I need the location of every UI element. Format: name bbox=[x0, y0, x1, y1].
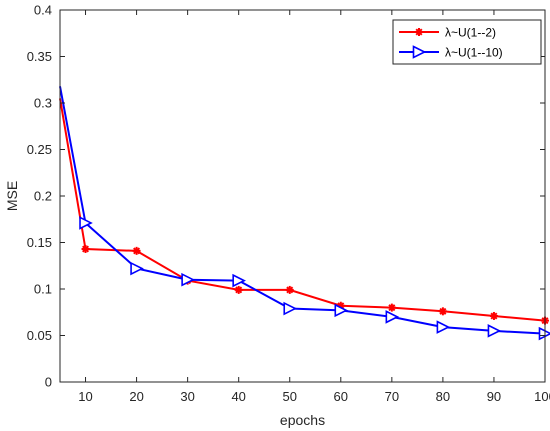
legend-item: λ~U(1--2) bbox=[399, 26, 496, 40]
x-tick-label: 60 bbox=[334, 389, 348, 404]
series-2-point bbox=[130, 261, 144, 276]
legend: λ~U(1--2) λ~U(1--10) bbox=[392, 19, 542, 65]
series-2-point bbox=[283, 301, 298, 316]
x-axis-label: epochs bbox=[280, 412, 325, 428]
x-tick-label: 50 bbox=[283, 389, 297, 404]
series-2-point bbox=[436, 320, 451, 334]
axes-layer: 10 20 30 40 50 60 70 80 90 100 0 0.05 0.1 0.15 0.2 0.25… bbox=[27, 3, 550, 405]
x-tick-label: 30 bbox=[180, 389, 194, 404]
plot-area bbox=[60, 10, 545, 382]
series-1-point bbox=[489, 311, 498, 320]
series-1-point bbox=[132, 246, 141, 255]
x-tick-label: 10 bbox=[78, 389, 92, 404]
x-tick-label: 20 bbox=[129, 389, 143, 404]
series-2-point bbox=[181, 272, 195, 287]
y-axis-label: MSE bbox=[4, 181, 20, 211]
y-tick-label: 0.1 bbox=[34, 282, 52, 297]
series-1-point bbox=[81, 245, 90, 254]
plot-background bbox=[60, 10, 545, 382]
x-tick-label: 100 bbox=[534, 389, 550, 404]
y-tick-label: 0.15 bbox=[27, 235, 52, 250]
series-2-point bbox=[487, 324, 502, 338]
legend-box bbox=[392, 19, 542, 65]
x-tick-label: 40 bbox=[231, 389, 245, 404]
series-2-point bbox=[79, 216, 93, 230]
legend-label: λ~U(1--2) bbox=[445, 26, 496, 40]
legend-label: λ~U(1--10) bbox=[445, 46, 503, 60]
legend-marker bbox=[415, 28, 423, 36]
legend-item: λ~U(1--10) bbox=[399, 45, 503, 60]
series-layer bbox=[59, 86, 550, 341]
y-tick-label: 0 bbox=[45, 375, 52, 390]
y-tick-label: 0.3 bbox=[34, 96, 52, 111]
y-tick-label: 0.05 bbox=[27, 328, 52, 343]
legend-marker bbox=[412, 45, 427, 59]
y-tick-label: 0.35 bbox=[27, 49, 52, 64]
series-1-point bbox=[234, 285, 243, 294]
series-1-point bbox=[285, 285, 294, 294]
y-tick-label: 0.25 bbox=[27, 142, 52, 157]
y-tick-label: 0.4 bbox=[34, 3, 52, 18]
series-2-point bbox=[232, 273, 246, 288]
series-2-point bbox=[334, 303, 349, 318]
series-2-point bbox=[385, 310, 400, 324]
x-tick-label: 90 bbox=[487, 389, 501, 404]
series-1-point bbox=[387, 303, 396, 312]
x-tick-label: 70 bbox=[385, 389, 399, 404]
series-1-point bbox=[438, 307, 447, 316]
y-tick-label: 0.2 bbox=[34, 189, 52, 204]
x-tick-label: 80 bbox=[436, 389, 450, 404]
